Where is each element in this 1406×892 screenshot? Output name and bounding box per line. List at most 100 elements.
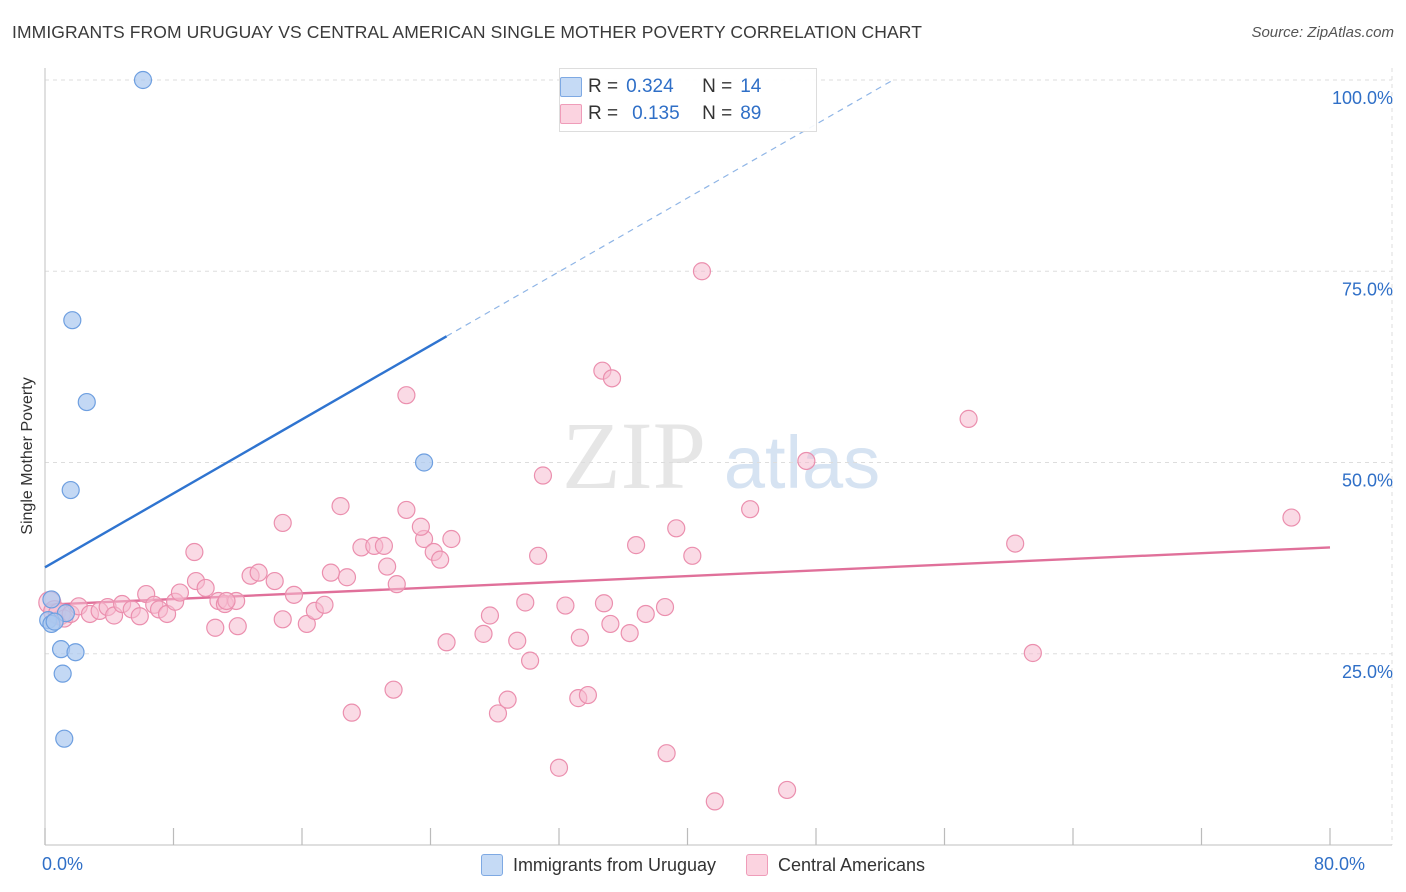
point-central-americans: [594, 594, 614, 613]
point-central-americans: [601, 614, 620, 634]
series-central-americans: [38, 262, 1301, 811]
point-uruguay: [63, 311, 82, 330]
legend-r-label: R =: [588, 76, 619, 97]
point-central-americans: [549, 758, 569, 777]
watermark-zip: ZIP: [562, 402, 706, 509]
point-central-americans: [397, 500, 416, 520]
point-uruguay: [77, 392, 96, 412]
point-central-americans: [498, 690, 517, 709]
point-central-americans: [657, 744, 676, 763]
point-central-americans: [185, 542, 204, 562]
tick-labels: 25.0% 50.0% 75.0% 100.0% 0.0% 80.0%: [42, 88, 1393, 874]
point-central-americans: [442, 529, 461, 549]
point-central-americans: [387, 575, 406, 594]
y-tick-label: 25.0%: [1342, 662, 1393, 682]
point-uruguay: [133, 70, 153, 90]
series-immigrants-from-uruguay: [39, 70, 434, 748]
legend-swatch-blue: [560, 77, 582, 97]
point-central-americans: [130, 607, 149, 626]
point-central-americans: [206, 618, 225, 637]
point-central-americans: [529, 546, 548, 565]
point-central-americans: [284, 585, 304, 604]
point-central-americans: [1006, 534, 1025, 553]
point-central-americans: [273, 610, 292, 629]
point-central-americans: [636, 604, 655, 624]
y-tick-label: 50.0%: [1342, 471, 1393, 491]
point-central-americans: [437, 633, 456, 652]
point-uruguay: [414, 453, 434, 472]
point-central-americans: [374, 536, 394, 555]
point-central-americans: [315, 595, 334, 614]
point-central-americans: [602, 369, 622, 388]
point-central-americans: [265, 571, 284, 591]
point-central-americans: [1282, 508, 1301, 527]
trendlines: [44, 79, 1331, 606]
y-tick-label: 75.0%: [1342, 279, 1393, 299]
point-central-americans: [705, 792, 724, 811]
legend-label-central-americans: Central Americans: [778, 854, 926, 875]
legend-row-uruguay: R = 0.324 N = 14: [560, 74, 761, 100]
point-central-americans: [683, 546, 702, 565]
point-central-americans: [667, 519, 686, 538]
point-central-americans: [655, 597, 675, 617]
source-label: Source: ZipAtlas.com: [1251, 24, 1394, 41]
point-central-americans: [273, 513, 292, 533]
point-central-americans: [337, 568, 357, 587]
legend-r-value-uruguay: 0.324: [626, 76, 674, 97]
x-tick-label: 80.0%: [1314, 854, 1365, 874]
point-central-americans: [578, 685, 598, 705]
legend-r-value-central: 0.135: [632, 103, 680, 124]
point-central-americans: [692, 262, 712, 281]
point-central-americans: [297, 614, 316, 634]
point-central-americans: [397, 386, 416, 405]
point-uruguay: [42, 590, 61, 609]
point-uruguay: [66, 643, 85, 662]
point-central-americans: [620, 623, 639, 643]
point-central-americans: [342, 703, 361, 722]
grid: [45, 68, 1393, 845]
legend-n-label: N =: [702, 103, 733, 124]
point-uruguay: [53, 664, 72, 683]
point-central-americans: [196, 578, 215, 598]
point-central-americans: [533, 466, 553, 485]
point-uruguay: [55, 729, 74, 748]
point-central-americans: [217, 591, 236, 611]
legend-swatch-pink: [746, 854, 768, 876]
legend-swatch-blue: [480, 854, 503, 876]
point-central-americans: [228, 617, 247, 636]
point-central-americans: [431, 550, 450, 569]
point-central-americans: [570, 628, 589, 647]
point-central-americans: [488, 704, 508, 723]
trendline-uruguay: [44, 335, 448, 569]
point-central-americans: [797, 451, 816, 471]
legend-n-label: N =: [702, 76, 733, 97]
point-central-americans: [626, 536, 646, 555]
point-central-americans: [777, 780, 797, 800]
trendline-central-americans: [44, 546, 1331, 606]
point-central-americans: [411, 517, 430, 536]
chart-title: IMMIGRANTS FROM URUGUAY VS CENTRAL AMERI…: [12, 22, 922, 42]
axes: [44, 68, 1392, 846]
point-central-americans: [321, 563, 341, 582]
point-central-americans: [249, 563, 268, 582]
point-central-americans: [480, 606, 500, 625]
stats-legend: R = 0.324 N = 14 R = 0.135 N = 89: [559, 68, 817, 132]
legend-r-label: R =: [588, 103, 619, 124]
point-central-americans: [474, 624, 493, 643]
point-central-americans: [331, 497, 350, 516]
point-central-americans: [508, 631, 527, 650]
point-central-americans: [520, 651, 540, 670]
trendline-uruguay-extension: [446, 79, 894, 337]
point-uruguay: [61, 480, 80, 500]
point-central-americans: [556, 596, 575, 615]
point-central-americans: [384, 680, 403, 699]
x-tick-label: 0.0%: [42, 854, 83, 874]
point-central-americans: [378, 557, 397, 576]
point-central-americans: [516, 593, 535, 612]
legend-n-value-central: 89: [740, 103, 762, 124]
legend-swatch-pink: [560, 104, 582, 124]
legend-item-central-americans: Central Americans: [746, 852, 925, 878]
point-uruguay: [45, 612, 64, 631]
point-central-americans: [959, 409, 978, 428]
